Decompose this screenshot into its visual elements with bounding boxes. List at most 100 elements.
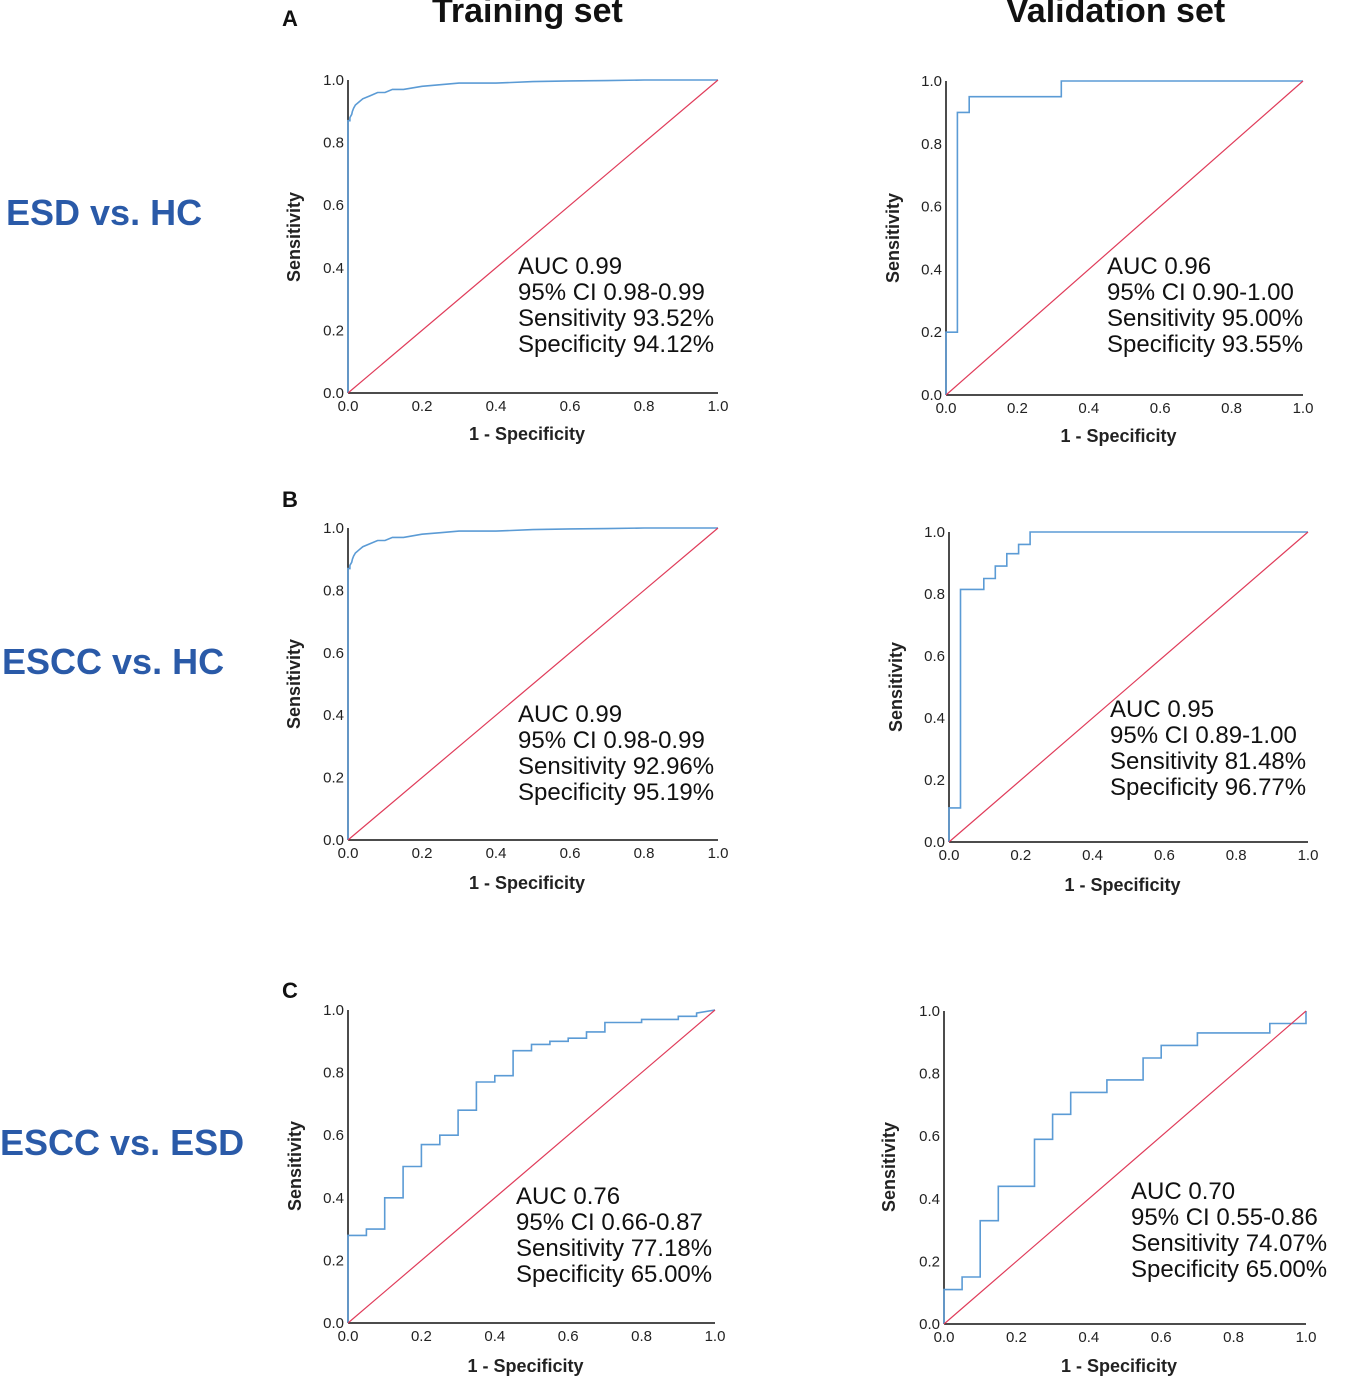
- stat-specificity: Specificity 94.12%: [518, 331, 714, 358]
- x-tick-label: 0.2: [1007, 400, 1028, 417]
- y-tick-label: 0.6: [921, 199, 942, 216]
- y-axis-label: Sensitivity: [886, 642, 906, 732]
- y-tick-label: 0.8: [323, 135, 344, 152]
- y-tick-label: 0.6: [323, 645, 344, 662]
- x-axis-label: 1 - Specificity: [469, 873, 585, 893]
- y-tick-label: 0.2: [921, 324, 942, 341]
- x-tick-label: 0.4: [1078, 400, 1099, 417]
- x-tick-label: 0.4: [486, 398, 507, 415]
- x-tick-label: 0.2: [1010, 847, 1031, 864]
- x-tick-label: 0.6: [1150, 400, 1171, 417]
- stat-sensitivity: Sensitivity 81.48%: [1110, 748, 1306, 775]
- y-tick-label: 0.2: [924, 772, 945, 789]
- y-tick-label: 0.4: [921, 261, 942, 278]
- x-tick-label: 0.6: [558, 1328, 579, 1345]
- y-axis-label: Sensitivity: [879, 1122, 899, 1212]
- stat-auc: AUC 0.70: [1131, 1178, 1235, 1205]
- y-tick-label: 0.4: [924, 710, 945, 727]
- y-tick-label: 0.6: [323, 1127, 344, 1144]
- roc-curve: [945, 80, 1303, 395]
- y-tick-label: 0.2: [919, 1253, 940, 1270]
- x-axis-label: 1 - Specificity: [469, 424, 585, 444]
- stat-ci: 95% CI 0.98-0.99: [518, 279, 705, 306]
- y-tick-label: 0.4: [919, 1191, 940, 1208]
- x-tick-label: 1.0: [1293, 400, 1314, 417]
- stat-auc: AUC 0.76: [516, 1183, 620, 1210]
- panel-letter-c: C: [282, 978, 298, 1003]
- row-label-esd-vs-hc: ESD vs. HC: [6, 192, 203, 233]
- stat-sensitivity: Sensitivity 77.18%: [516, 1235, 712, 1262]
- stat-ci: 95% CI 0.90-1.00: [1107, 279, 1294, 306]
- x-tick-label: 0.0: [939, 847, 960, 864]
- stat-sensitivity: Sensitivity 74.07%: [1131, 1230, 1327, 1257]
- stat-specificity: Specificity 95.19%: [518, 779, 714, 806]
- x-tick-label: 0.6: [560, 845, 581, 862]
- y-tick-label: 1.0: [919, 1003, 940, 1020]
- x-tick-label: 0.8: [1226, 847, 1247, 864]
- stat-specificity: Specificity 65.00%: [1131, 1256, 1327, 1283]
- roc-chart-a-val: 0.00.0 0.2 0.2 0.4 0.4 0.6 0.6 0.8 0.8 1.0 1.0 1 - …: [883, 73, 1313, 446]
- x-tick-label: 0.8: [1223, 1329, 1244, 1346]
- y-tick-label: 0.2: [323, 770, 344, 787]
- y-tick-label: 0.4: [323, 260, 344, 277]
- x-tick-label: 0.8: [1221, 400, 1242, 417]
- row-label-escc-vs-hc: ESCC vs. HC: [2, 641, 225, 682]
- y-tick-label: 1.0: [323, 72, 344, 89]
- x-tick-label: 0.8: [631, 1328, 652, 1345]
- stat-auc: AUC 0.99: [518, 253, 622, 280]
- x-tick-label: 1.0: [708, 398, 729, 415]
- y-tick-label: 0.0: [323, 385, 344, 402]
- x-tick-label: 0.0: [338, 845, 359, 862]
- x-tick-label: 0.0: [936, 400, 957, 417]
- stat-auc: AUC 0.96: [1107, 253, 1211, 280]
- y-tick-label: 0.6: [919, 1128, 940, 1145]
- y-tick-label: 1.0: [924, 524, 945, 541]
- x-tick-label: 1.0: [1298, 847, 1319, 864]
- roc-curve: [347, 79, 718, 393]
- reference-diagonal-line: [943, 1010, 1307, 1325]
- y-tick-label: 0.0: [924, 834, 945, 851]
- reference-diagonal-line: [347, 1009, 716, 1324]
- x-tick-label: 0.4: [1078, 1329, 1099, 1346]
- y-tick-label: 0.8: [323, 1065, 344, 1082]
- y-axis-label: Sensitivity: [285, 1121, 305, 1211]
- x-tick-label: 0.2: [411, 1328, 432, 1345]
- y-tick-label: 1.0: [323, 520, 344, 537]
- stat-sensitivity: Sensitivity 92.96%: [518, 753, 714, 780]
- roc-curve: [347, 527, 718, 840]
- y-tick-label: 0.2: [323, 322, 344, 339]
- x-tick-label: 1.0: [708, 845, 729, 862]
- y-tick-label: 0.0: [919, 1316, 940, 1333]
- y-tick-label: 0.8: [924, 586, 945, 603]
- training-set-title: Training set: [432, 0, 623, 30]
- row-label-escc-vs-esd: ESCC vs. ESD: [0, 1122, 245, 1163]
- y-tick-label: 0.8: [921, 136, 942, 153]
- y-tick-label: 1.0: [921, 73, 942, 90]
- y-tick-label: 0.8: [919, 1066, 940, 1083]
- reference-diagonal-line: [945, 80, 1304, 396]
- roc-curve: [347, 1009, 716, 1323]
- x-axis-label: 1 - Specificity: [1060, 426, 1176, 446]
- roc-chart-b-train: 0.00.0 0.2 0.2 0.4 0.4 0.6 0.6 0.8 0.8 1.0 1.0 1 - …: [284, 520, 728, 893]
- roc-chart-b-val: 0.00.0 0.2 0.2 0.4 0.4 0.6 0.6 0.8 0.8 1.0 1.0 1 - …: [886, 524, 1318, 895]
- stat-ci: 95% CI 0.55-0.86: [1131, 1204, 1318, 1231]
- y-tick-label: 0.0: [323, 832, 344, 849]
- roc-chart-c-train: 0.00.0 0.2 0.2 0.4 0.4 0.6 0.6 0.8 0.8 1.0 1.0 1 - …: [285, 1002, 725, 1376]
- y-tick-label: 0.0: [921, 387, 942, 404]
- x-tick-label: 0.4: [484, 1328, 505, 1345]
- y-tick-label: 0.0: [323, 1315, 344, 1332]
- x-tick-label: 0.0: [338, 398, 359, 415]
- x-tick-label: 0.6: [1151, 1329, 1172, 1346]
- x-tick-label: 0.2: [412, 845, 433, 862]
- roc-chart-a-train: 0.00.0 0.2 0.2 0.4 0.4 0.6 0.6 0.8 0.8 1.0 1.0 1 - …: [284, 72, 728, 444]
- stat-specificity: Specificity 96.77%: [1110, 774, 1306, 801]
- stat-specificity: Specificity 93.55%: [1107, 331, 1303, 358]
- y-tick-label: 0.4: [323, 1190, 344, 1207]
- x-tick-label: 0.0: [934, 1329, 955, 1346]
- panel-letter-b: B: [282, 487, 298, 512]
- reference-diagonal-line: [347, 527, 719, 841]
- x-tick-label: 0.6: [1154, 847, 1175, 864]
- x-axis-label: 1 - Specificity: [1064, 875, 1180, 895]
- x-tick-label: 0.4: [486, 845, 507, 862]
